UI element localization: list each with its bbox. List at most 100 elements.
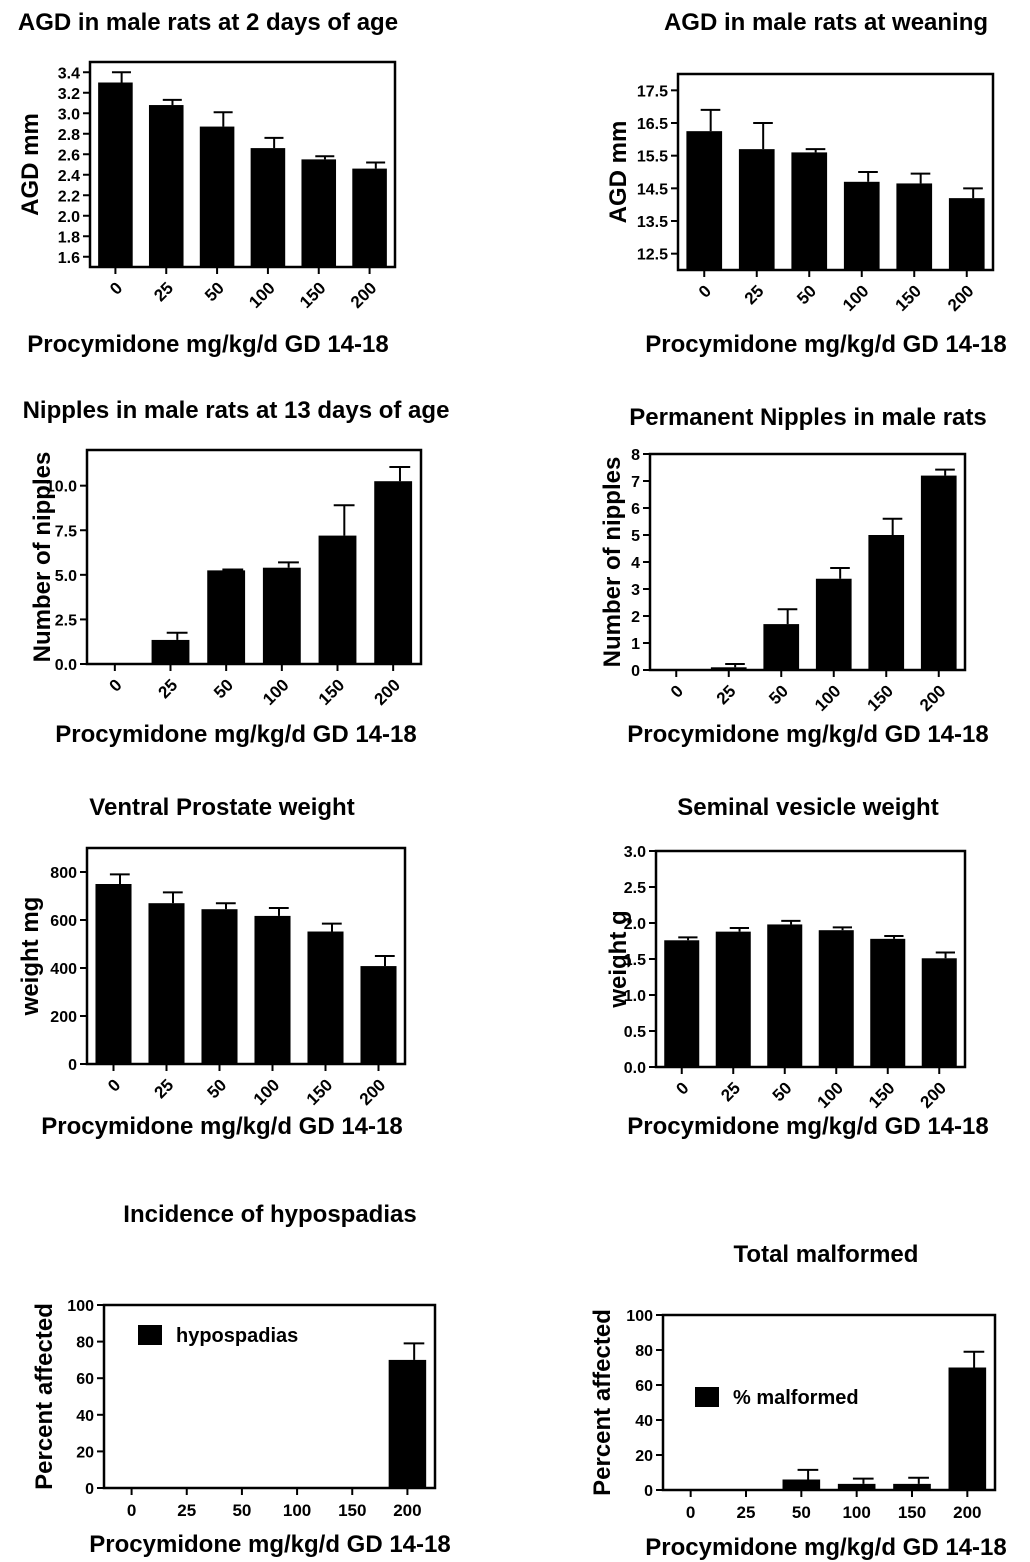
y-axis-label: weight g	[605, 910, 632, 1008]
y-tick-label: 0	[68, 1057, 77, 1074]
y-tick-label: 3.4	[58, 65, 80, 82]
y-tick-label: 8	[631, 447, 640, 464]
category-label: 50	[201, 278, 228, 305]
bar	[301, 159, 337, 267]
category-label: 25	[741, 281, 768, 308]
bar	[199, 126, 235, 267]
y-tick-label: 1	[631, 636, 640, 653]
category-label: 150	[296, 278, 329, 311]
x-axis-label: Procymidone mg/kg/d GD 14-18	[55, 721, 416, 748]
category-label: 0	[106, 278, 126, 298]
y-tick-label: 2.8	[58, 127, 80, 144]
y-tick-label: 3.2	[58, 86, 80, 103]
x-axis-label: Procymidone mg/kg/d GD 14-18	[645, 331, 1006, 358]
x-axis-label: Procymidone mg/kg/d GD 14-18	[41, 1113, 402, 1140]
y-tick-label: 3.0	[58, 106, 80, 123]
bar	[262, 567, 301, 664]
y-tick-label: 1.6	[58, 250, 80, 267]
bar	[948, 1367, 987, 1490]
bar	[374, 481, 413, 664]
y-tick-label: 40	[635, 1413, 653, 1430]
bar	[352, 168, 387, 267]
y-axis-label: Number of nipples	[599, 457, 626, 668]
bar	[782, 1479, 821, 1490]
category-label: 50	[765, 681, 792, 708]
bar	[207, 570, 246, 664]
bar	[767, 924, 803, 1067]
bar	[148, 903, 185, 1064]
category-label: 200	[953, 1503, 981, 1522]
bar	[686, 131, 723, 270]
bar	[388, 1359, 427, 1488]
y-tick-label: 0	[85, 1481, 94, 1498]
category-label: 0	[686, 1503, 695, 1522]
category-label: 25	[155, 675, 182, 702]
bar	[896, 183, 933, 270]
category-label: 150	[315, 675, 348, 708]
category-label: 150	[865, 1078, 898, 1111]
legend-label: hypospadias	[176, 1325, 298, 1347]
plot-frame	[88, 60, 397, 269]
bar	[664, 940, 700, 1067]
bar	[763, 624, 800, 670]
y-tick-label: 5.0	[55, 568, 77, 585]
y-tick-label: 100	[626, 1308, 653, 1325]
x-axis-label: Procymidone mg/kg/d GD 14-18	[645, 1534, 1006, 1561]
y-tick-label: 13.5	[637, 214, 668, 231]
y-tick-label: 20	[635, 1448, 653, 1465]
category-label: 25	[150, 278, 177, 305]
y-tick-label: 400	[50, 961, 77, 978]
bar	[868, 535, 905, 670]
y-tick-label: 16.5	[637, 116, 668, 133]
y-tick-label: 2.5	[624, 880, 646, 897]
plot-frame	[102, 1303, 437, 1490]
chart-panel-2: AGD in male rats at weaning AGD mm 12.5 13.…	[605, 9, 1007, 358]
y-tick-label: 80	[635, 1343, 653, 1360]
y-tick-label: 4	[631, 555, 640, 572]
y-tick-label: 200	[50, 1009, 77, 1026]
bar	[151, 639, 190, 664]
category-label: 0	[106, 675, 126, 695]
y-axis-label: Number of nipples	[29, 452, 56, 663]
y-tick-label: 2.4	[58, 168, 80, 185]
y-axis-label: weight mg	[17, 897, 44, 1017]
bar	[870, 938, 906, 1067]
y-tick-label: 6	[631, 501, 640, 518]
category-label: 150	[892, 281, 925, 314]
y-axis-label: Percent affected	[31, 1303, 58, 1490]
category-label: 100	[814, 1078, 847, 1111]
category-label: 25	[151, 1075, 178, 1102]
chart-title: Nipples in male rats at 13 days of age	[23, 397, 450, 424]
category-label: 200	[347, 278, 380, 311]
y-axis-label: AGD mm	[17, 113, 44, 216]
bar	[250, 148, 286, 267]
plot-frame	[648, 452, 967, 672]
category-label: 50	[769, 1078, 796, 1105]
category-label: 25	[737, 1503, 756, 1522]
bar	[715, 931, 751, 1067]
chart-title: Ventral Prostate weight	[89, 794, 354, 821]
plot-frame	[85, 448, 423, 666]
bar	[815, 578, 852, 670]
category-label: 200	[393, 1501, 421, 1520]
chart-panel-1: AGD in male rats at 2 days of age AGD mm 1…	[17, 9, 398, 358]
y-tick-label: 17.5	[637, 83, 668, 100]
plot-frame	[661, 1313, 997, 1492]
y-tick-label: 2.0	[624, 916, 646, 933]
chart-title: Permanent Nipples in male rats	[629, 404, 986, 431]
category-label: 25	[177, 1501, 196, 1520]
bar	[818, 930, 854, 1067]
bar	[318, 535, 357, 664]
y-tick-label: 1.8	[58, 229, 80, 246]
y-tick-label: 3	[631, 582, 640, 599]
y-tick-label: 10.0	[46, 479, 77, 496]
bar	[893, 1483, 931, 1490]
y-tick-label: 60	[76, 1371, 94, 1388]
x-axis-label: Procymidone mg/kg/d GD 14-18	[27, 331, 388, 358]
category-label: 50	[210, 675, 237, 702]
chart-panel-5: Ventral Prostate weight weight mg 0 200 400 6…	[17, 794, 407, 1140]
y-axis-label: Percent affected	[589, 1309, 616, 1496]
y-tick-label: 12.5	[637, 247, 668, 264]
category-label: 0	[104, 1075, 124, 1095]
